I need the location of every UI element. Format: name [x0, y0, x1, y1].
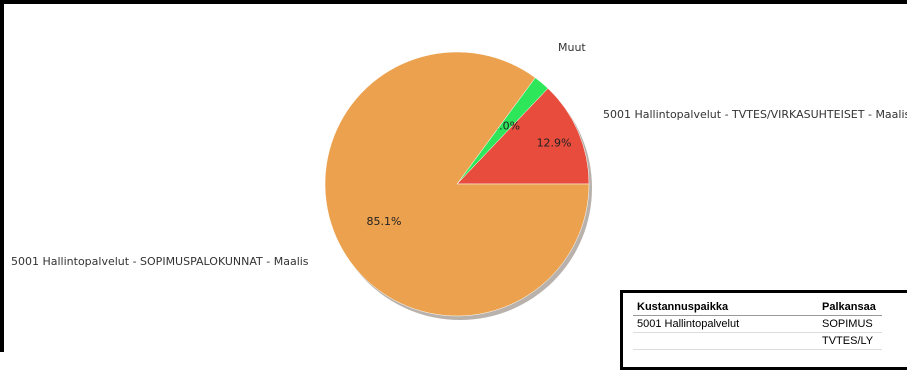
table-cell: 5001 Hallintopalvelut [633, 315, 818, 333]
pie-chart: 12.9% 5001 Hallintopalvelut - TVTES/VIRKA… [11, 41, 907, 320]
table-header-palkansaa: Palkansaa [818, 299, 882, 316]
slice-percent-label: 85.1% [366, 215, 401, 228]
table-cell [633, 332, 818, 350]
slice-category-label: 5001 Hallintopalvelut - SOPIMUSPALOKUNNA… [11, 255, 309, 268]
slice-percent-label: 12.9% [537, 136, 572, 149]
slice-tvtes-virkasuhteiset [456, 87, 590, 185]
slice-sopimuspalokunnat [324, 51, 590, 317]
table-header-row: Kustannuspaikka Palkansaa [633, 299, 882, 316]
table-row: 5001 Hallintopalvelut SOPIMUS [633, 315, 882, 333]
slice-category-label: Muut [558, 41, 586, 54]
table-row: TVTES/LY [633, 332, 882, 350]
table-cell: SOPIMUS [818, 315, 882, 333]
table-header-kustannuspaikka: Kustannuspaikka [633, 299, 818, 316]
slice-category-label: 5001 Hallintopalvelut - TVTES/VIRKASUHTE… [603, 108, 907, 121]
data-table: Kustannuspaikka Palkansaa 5001 Hallintop… [633, 299, 882, 350]
table-cell: TVTES/LY [818, 332, 882, 350]
data-table-panel: Kustannuspaikka Palkansaa 5001 Hallintop… [620, 290, 907, 370]
chart-frame [0, 0, 907, 352]
